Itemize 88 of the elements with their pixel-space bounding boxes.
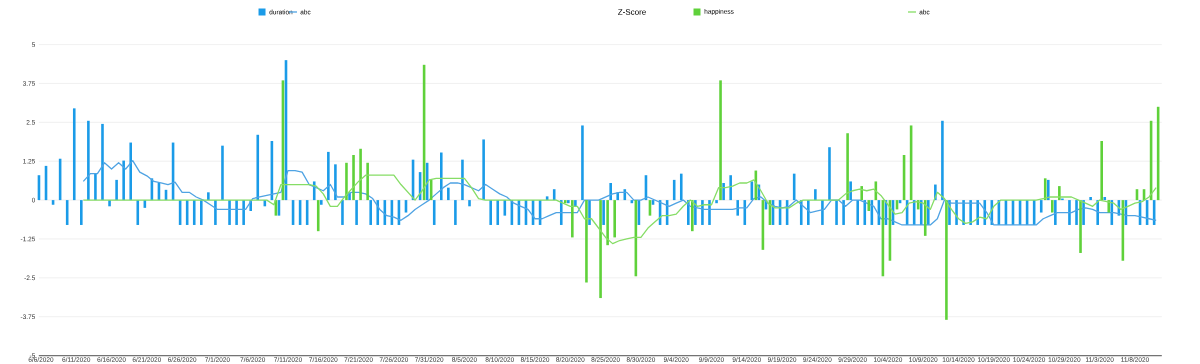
bar — [623, 189, 627, 201]
bar — [588, 200, 591, 225]
bar — [256, 134, 260, 201]
bar — [602, 200, 605, 225]
bar — [1043, 178, 1047, 201]
bar — [679, 173, 683, 201]
bar — [945, 200, 948, 320]
bar — [334, 164, 337, 201]
bar — [136, 200, 140, 225]
bar — [327, 151, 330, 201]
bar — [599, 200, 602, 299]
bar — [976, 200, 979, 225]
bar — [574, 200, 577, 207]
bar — [87, 120, 90, 201]
bar — [919, 200, 923, 225]
bar — [849, 181, 852, 201]
bar — [856, 200, 860, 225]
bar — [585, 200, 588, 283]
bar — [923, 200, 927, 236]
bar — [606, 200, 609, 246]
bar — [192, 200, 196, 225]
bar — [101, 123, 104, 201]
bar — [736, 200, 740, 216]
bar — [72, 108, 76, 201]
bar — [941, 120, 944, 201]
bar — [242, 200, 245, 225]
bar — [563, 200, 567, 204]
bar — [708, 200, 711, 225]
bar — [228, 200, 231, 225]
bar — [863, 200, 867, 225]
bar — [352, 155, 355, 201]
bar — [221, 145, 224, 201]
bar — [1050, 200, 1054, 213]
bar — [316, 200, 320, 232]
bar — [571, 200, 574, 238]
bar — [366, 162, 369, 201]
bar — [729, 175, 732, 201]
bar — [846, 133, 849, 201]
bar — [432, 200, 436, 225]
bar — [1068, 200, 1071, 225]
bar — [94, 173, 97, 201]
bar — [828, 147, 831, 201]
bar — [842, 200, 845, 225]
bar — [454, 200, 457, 225]
bar — [1054, 200, 1057, 225]
bar — [821, 200, 824, 225]
bar — [80, 200, 83, 225]
bar — [719, 80, 722, 201]
bar — [489, 200, 492, 225]
bar — [722, 182, 725, 201]
bar — [691, 200, 694, 232]
bar — [962, 200, 965, 225]
bar — [461, 159, 464, 201]
bar — [200, 200, 203, 225]
bar — [235, 200, 238, 225]
bar — [969, 200, 972, 225]
bar — [115, 179, 118, 201]
bar — [447, 187, 450, 201]
bar — [439, 152, 443, 201]
bar — [867, 200, 871, 211]
bar — [1100, 141, 1103, 201]
bar — [468, 200, 471, 207]
bar — [552, 189, 556, 201]
bar — [835, 200, 838, 225]
bar — [1079, 200, 1082, 253]
bar — [345, 162, 348, 201]
bar — [743, 200, 747, 225]
chart-title: Z-Score — [618, 9, 646, 15]
bar — [1089, 196, 1092, 201]
bar — [482, 139, 485, 201]
bar — [613, 200, 616, 238]
bar — [129, 142, 133, 201]
bar — [1039, 200, 1043, 213]
bar — [359, 148, 362, 201]
bar — [567, 200, 570, 204]
bar — [860, 186, 864, 201]
bar — [369, 200, 372, 225]
bar — [581, 125, 584, 201]
bar — [1103, 196, 1107, 201]
bar — [1075, 200, 1078, 225]
bar — [341, 200, 344, 225]
bar — [496, 200, 500, 225]
bar — [609, 182, 612, 201]
bar — [122, 160, 125, 201]
bar — [715, 200, 718, 204]
bar — [355, 200, 358, 225]
bar — [814, 189, 817, 201]
bar — [319, 200, 323, 205]
